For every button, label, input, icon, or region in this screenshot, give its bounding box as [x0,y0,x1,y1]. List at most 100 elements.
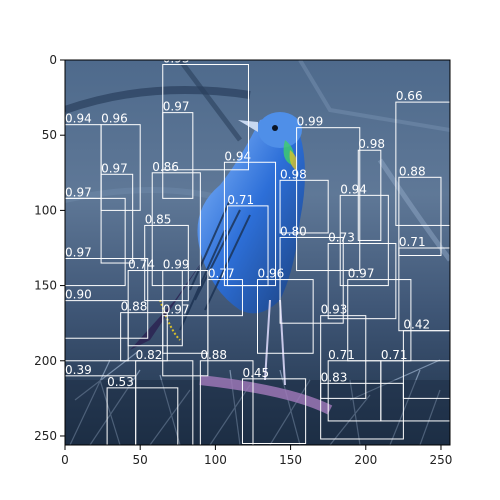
detection-box: 0.80 [279,224,344,324]
detection-score: 0.66 [396,89,423,103]
detection-box: 0.97 [65,185,126,287]
detection-score: 0.82 [136,348,163,362]
detection-rect [162,315,209,377]
detection-score: 0.96 [258,267,285,281]
y-tick-label: 100 [34,203,57,217]
detection-score: 0.90 [65,288,92,302]
detection-box: 0.93 [320,303,367,399]
detection-score: 0.93 [163,52,190,66]
detection-score: 0.45 [242,366,269,380]
detection-score: 0.71 [328,348,355,362]
x-tick-label: 50 [133,453,148,467]
detection-rect [279,236,344,324]
detection-score: 0.97 [65,185,92,199]
detection-box: 0.98 [279,167,329,234]
detection-box: 0.85 [144,212,189,302]
y-tick-label: 50 [42,128,57,142]
detection-box: 0.88 [199,348,254,445]
y-tick-label: 0 [49,53,57,67]
detection-score: 0.99 [163,258,190,272]
detection-score: 0.97 [163,100,190,114]
detection-score: 0.94 [65,112,92,126]
detection-box: 0.94 [339,182,389,287]
detection-box: 0.53 [106,375,179,445]
detection-rect [339,194,389,287]
detection-score: 0.94 [340,182,367,196]
detection-score: 0.71 [399,235,426,249]
x-axis: 0 50 100 150 200 250 [61,445,452,467]
detection-score: 0.83 [321,370,348,384]
detection-rect [106,387,179,445]
detection-score: 0.97 [163,303,190,317]
detection-box: 0.42 [402,318,450,399]
detection-score: 0.97 [101,161,128,175]
detection-box: 0.39 [65,363,137,445]
detection-score: 0.94 [224,149,251,163]
detection-score: 0.97 [348,267,375,281]
detection-score: 0.86 [152,160,179,174]
detection-box: 0.86 [151,160,201,287]
x-tick-label: 100 [204,453,227,467]
detection-box: 0.97 [100,161,134,264]
x-tick-label: 150 [279,453,302,467]
detection-box: 0.83 [320,370,404,440]
detection-rect [207,279,243,317]
detection-score: 0.88 [121,300,148,314]
plot-frame [64,59,451,446]
detection-box: 0.71 [226,193,269,287]
detection-score: 0.96 [101,112,128,126]
x-tick-label: 0 [61,453,69,467]
detection-score: 0.53 [107,375,134,389]
detection-box: 0.97 [162,303,209,377]
detection-rect [402,330,450,399]
detection-rect [226,205,269,287]
detection-score: 0.93 [321,303,348,317]
detection-rect [327,242,397,320]
y-tick-label: 200 [34,354,57,368]
detection-rect [162,112,194,199]
detection-rect [398,176,442,257]
y-tick-label: 150 [34,279,57,293]
detection-box: 0.97 [65,246,149,339]
detection-overlay: 0.93 0.97 0.96 0.94 0.99 0.98 0.66 0.88 0.97 0.86… [65,52,450,445]
detection-box: 0.66 [395,89,450,226]
x-tick-label: 250 [430,453,453,467]
detection-rect [144,224,189,302]
detection-rect [395,101,450,226]
detection-rect [257,279,314,354]
y-axis: 0 50 100 150 200 250 [34,53,65,443]
detection-box: 0.97 [162,100,194,199]
detection-rect [100,173,134,264]
detection-rect [65,197,126,287]
detection-score: 0.39 [65,363,92,377]
detection-box: 0.90 [65,288,129,362]
detection-score: 0.74 [128,258,155,272]
detection-score: 0.99 [297,115,324,129]
detection-score: 0.42 [403,318,430,332]
detection-score: 0.98 [358,137,385,151]
detection-score: 0.88 [399,164,426,178]
detection-score: 0.80 [280,224,307,238]
detection-rect [65,258,149,339]
detection-box: 0.77 [207,267,243,317]
detection-rect [279,179,329,234]
detection-score: 0.71 [227,193,254,207]
detection-score: 0.88 [200,348,227,362]
detection-score: 0.97 [65,246,92,260]
y-tick-label: 250 [34,429,57,443]
x-tick-label: 200 [354,453,377,467]
detection-score: 0.98 [280,167,307,181]
detection-score: 0.71 [381,348,408,362]
detection-rect [241,378,307,444]
detection-rect [380,360,450,422]
detection-rect [65,375,137,445]
detection-rect [151,172,201,287]
detection-score: 0.77 [208,267,235,281]
detection-rect [199,360,254,445]
detection-rect [320,315,367,399]
detection-box: 0.71 [380,348,450,422]
detection-score: 0.85 [145,212,172,226]
photo: 0.93 0.97 0.96 0.94 0.99 0.98 0.66 0.88 0.97 0.86… [65,52,450,445]
detection-rect [65,300,129,362]
